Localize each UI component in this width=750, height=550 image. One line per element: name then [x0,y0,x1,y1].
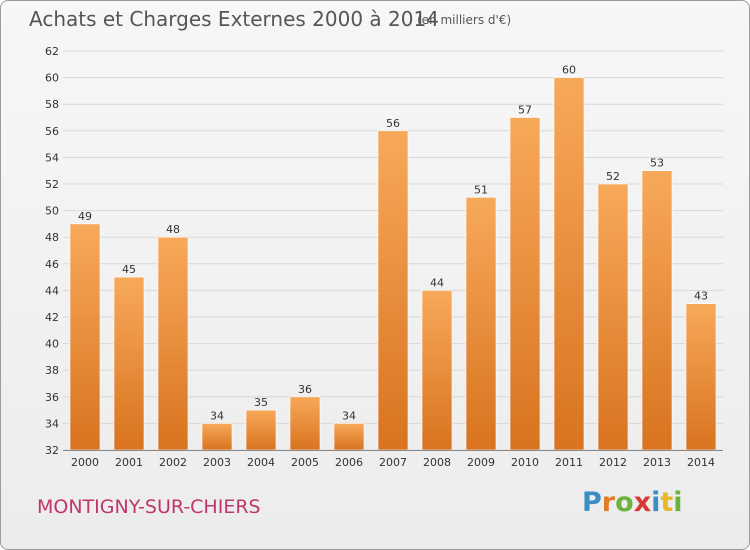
logo-letter: i [673,487,683,518]
logo-letter: P [582,487,602,518]
proxiti-logo: Proxiti [582,487,683,518]
bar [245,409,277,451]
bar [157,236,189,451]
x-tick-label: 2010 [511,456,539,469]
y-tick-label: 32 [45,444,59,457]
data-label: 52 [606,170,620,183]
y-tick-label: 34 [45,417,59,430]
city-name: MONTIGNY-SUR-CHIERS [37,496,261,518]
data-label: 48 [166,223,180,236]
chart-unit: (en milliers d'€) [417,13,512,27]
x-tick-label: 2005 [291,456,319,469]
bar [69,223,101,451]
x-tick-label: 2008 [423,456,451,469]
y-tick-label: 38 [45,364,59,377]
y-tick-label: 44 [45,284,59,297]
logo-letter: r [601,487,616,518]
data-label: 51 [474,183,488,196]
x-tick-label: 2007 [379,456,407,469]
data-label: 44 [430,276,444,289]
x-tick-label: 2014 [687,456,715,469]
x-tick-label: 2004 [247,456,275,469]
data-label: 49 [78,210,92,223]
data-label: 43 [694,290,708,303]
y-tick-label: 56 [45,125,59,138]
bar [553,77,585,451]
data-label: 53 [650,157,664,170]
data-label: 34 [210,409,224,422]
x-tick-label: 2001 [115,456,143,469]
y-tick-label: 42 [45,311,59,324]
x-tick-label: 2000 [71,456,99,469]
bar [113,276,145,451]
x-axis-ticks: 2000 2001 2002 2003 2004 2005 2006 2007 2008 2009… [71,456,715,469]
bar [597,183,629,451]
data-label: 35 [254,396,268,409]
logo-letter: x [633,487,652,518]
x-tick-label: 2012 [599,456,627,469]
x-tick-label: 2009 [467,456,495,469]
y-axis-ticks: 32 34 36 38 40 42 44 46 48 50 52 54 56 58 60 62 [45,45,59,457]
data-label: 60 [562,64,576,77]
y-tick-label: 40 [45,338,59,351]
x-tick-label: 2002 [159,456,187,469]
y-tick-label: 36 [45,391,59,404]
data-label: 56 [386,117,400,130]
x-tick-label: 2003 [203,456,231,469]
logo-letter: t [660,487,674,518]
y-tick-label: 60 [45,72,59,85]
y-tick-label: 62 [45,45,59,58]
bar [289,396,321,451]
bar [333,423,365,451]
bar [685,303,717,451]
bars [69,77,717,451]
data-label: 57 [518,104,532,117]
bar [465,197,497,451]
x-tick-label: 2006 [335,456,363,469]
bar [421,290,453,451]
y-tick-label: 54 [45,151,59,164]
bar [201,423,233,451]
y-tick-label: 48 [45,231,59,244]
y-tick-label: 50 [45,205,59,218]
data-label: 34 [342,409,356,422]
data-label: 36 [298,383,312,396]
bar [509,117,541,451]
y-tick-label: 58 [45,98,59,111]
logo-letter: i [651,487,661,518]
data-label: 45 [122,263,136,276]
chart-title: Achats et Charges Externes 2000 à 2014 [29,7,439,31]
x-tick-label: 2013 [643,456,671,469]
y-tick-label: 52 [45,178,59,191]
bar [641,170,673,451]
y-tick-label: 46 [45,258,59,271]
data-labels: 49 45 48 34 35 36 34 56 44 51 57 60 52 53 43 [78,64,708,423]
bar [377,130,409,451]
logo-letter: o [615,487,634,518]
x-tick-label: 2011 [555,456,583,469]
